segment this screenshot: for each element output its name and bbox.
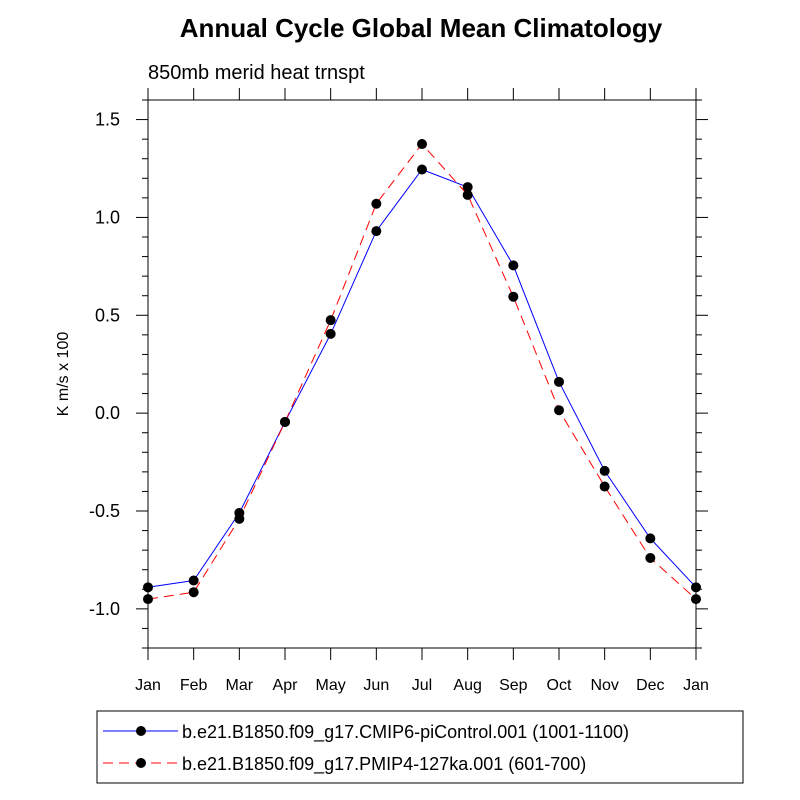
series-2-point <box>599 481 610 492</box>
series-line-2 <box>147 143 697 600</box>
series-2-point <box>325 315 336 326</box>
series-1-point <box>645 533 656 544</box>
series-2-point <box>371 198 382 209</box>
series-2-point <box>234 513 245 524</box>
chart-title: Annual Cycle Global Mean Climatology <box>180 13 663 43</box>
x-tick-label: Nov <box>590 677 618 694</box>
x-tick-label: Jul <box>412 677 432 694</box>
series-line-1 <box>147 168 697 588</box>
series-1-point <box>325 328 336 339</box>
y-tick-label: 0.0 <box>95 403 120 423</box>
x-tick-label: Apr <box>273 677 299 694</box>
legend-marker-1 <box>136 726 146 736</box>
x-tick-label: Oct <box>547 677 572 694</box>
series-1-point <box>143 582 153 593</box>
y-axis-label: K m/s x 100 <box>55 332 72 417</box>
chart-subtitle: 850mb merid heat trnspt <box>148 62 365 84</box>
x-tick-label: Mar <box>226 677 254 694</box>
series-1-point <box>554 376 564 387</box>
series-1-point <box>508 260 519 271</box>
x-tick-label: Dec <box>636 677 664 694</box>
legend: b.e21.B1850.f09_g17.CMIP6-piControl.001 … <box>103 722 629 775</box>
series-1-point <box>371 226 382 237</box>
legend-marker-2 <box>136 758 146 768</box>
series-2-point <box>143 594 153 605</box>
y-tick-label: 0.5 <box>95 305 120 325</box>
x-tick-label: Jan <box>683 677 709 694</box>
series-2-point <box>508 291 519 302</box>
x-tick-label: Jan <box>135 677 161 694</box>
x-tick-label: Jun <box>363 677 389 694</box>
series-1-point <box>691 582 701 593</box>
y-axis-ticks: -1.0 -0.5 0.0 0.5 1.0 1.5 <box>89 99 708 649</box>
y-tick-label: 1.5 <box>95 110 120 130</box>
series-1-point <box>462 182 473 193</box>
y-tick-label: -0.5 <box>89 501 120 521</box>
legend-box <box>96 710 744 784</box>
series-2-point <box>554 405 564 416</box>
legend-label-1: b.e21.B1850.f09_g17.CMIP6-piControl.001 … <box>182 722 629 743</box>
series-2-point <box>645 552 656 563</box>
series-1-point <box>188 575 199 586</box>
x-tick-label: Aug <box>453 677 481 694</box>
x-axis-ticks: Jan Feb Mar Apr May Jun Jul Aug Sep Oct Nov Dec Jan <box>135 88 709 694</box>
series-2-point <box>280 416 290 427</box>
y-tick-label: 1.0 <box>95 207 120 227</box>
series-2-point <box>417 139 427 150</box>
series-2-point <box>462 189 473 200</box>
series-layer <box>143 139 701 605</box>
y-tick-label: -1.0 <box>89 599 120 619</box>
series-1-point <box>417 164 427 175</box>
series-2-point <box>188 587 199 598</box>
legend-label-2: b.e21.B1850.f09_g17.PMIP4-127ka.001 (601… <box>182 754 586 775</box>
plot-frame <box>147 99 697 649</box>
series-2-point <box>691 594 701 605</box>
x-tick-label: Feb <box>180 677 208 694</box>
series-1-point <box>599 465 610 476</box>
x-tick-label: Sep <box>499 677 528 694</box>
x-tick-label: May <box>316 677 346 694</box>
